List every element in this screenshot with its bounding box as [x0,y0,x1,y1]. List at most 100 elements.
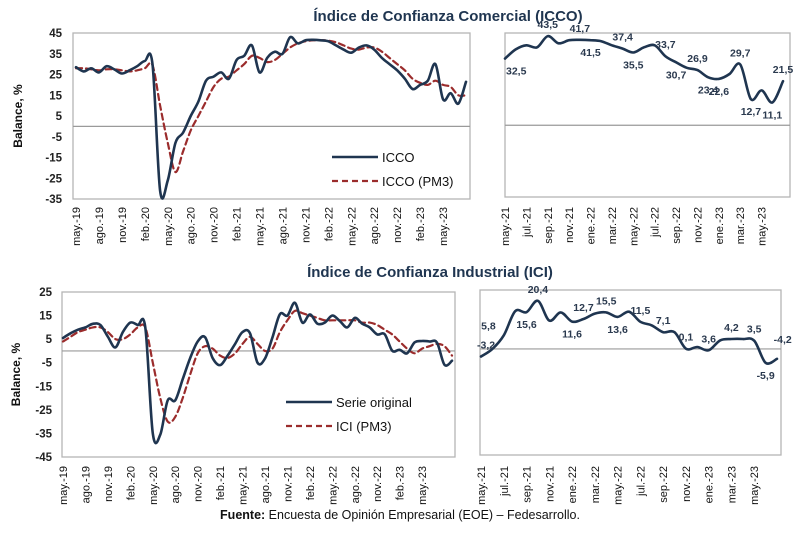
x-tick-label: ene.-22 [567,466,579,503]
icco-title: Índice de Confianza Comercial (ICCO) [313,8,582,25]
x-tick-label: nov.-21 [544,466,556,502]
plot-frame [72,32,471,200]
icco-short-chart: may.-21 jul.-21 sep.-21 nov.-21 ene.-22 mar.-… [500,19,793,246]
data-label: 11,1 [762,109,782,121]
series-line-ici-pm3- [61,309,454,424]
data-label: 35,5 [623,59,644,71]
x-tick-label: may.-22 [327,466,339,505]
x-tick-label: ago.-20 [186,207,198,244]
data-label: 15,6 [516,319,537,331]
y-tick-label: -5 [42,358,53,370]
x-tick-label: feb.-22 [323,207,335,241]
x-tick-label: nov.-19 [103,466,115,502]
data-label: 20,4 [528,284,549,296]
x-tick-label: may.-19 [71,207,83,246]
data-label: 33,7 [655,39,676,51]
data-label: 30,7 [666,69,687,81]
plot-frame [504,32,791,198]
y-tick-label: -15 [45,153,62,165]
data-label: 26,9 [687,53,708,65]
y-tick-label: -5 [52,132,63,144]
x-tick-label: feb.-23 [395,466,407,500]
legend-label: ICCO (PM3) [382,174,454,189]
y-tick-label: 35 [49,49,62,61]
data-label: 11,6 [562,329,582,341]
source-text: Encuesta de Opinión Empresarial (EOE) – … [268,508,580,522]
x-tick-label: may.-22 [628,207,640,246]
data-label: 5,8 [481,320,496,332]
y-tick-label: 15 [49,90,62,102]
x-tick-label: feb.-23 [415,207,427,241]
x-tick-label: feb.-20 [140,207,152,241]
data-label: 7,1 [656,315,671,327]
x-tick-label: nov.-21 [282,466,294,502]
source-label: Fuente: [220,508,266,522]
series-line-icco [503,34,785,104]
y-tick-label: -25 [45,173,62,185]
y-tick-label: 5 [56,111,63,123]
x-tick-label: may.-21 [255,207,267,246]
data-label: 43,5 [538,19,559,31]
series-line-serie-original [61,301,454,445]
x-tick-label: nov.-22 [692,207,704,243]
x-tick-label: nov.-22 [681,466,693,502]
y-tick-label: -15 [35,381,52,393]
plot-frame [61,291,456,458]
source-footer: Fuente: Encuesta de Opinión Empresarial … [0,508,800,522]
y-tick-label: -25 [35,405,52,417]
x-tick-label: sep.-22 [671,207,683,244]
x-tick-label: nov.-19 [117,207,129,243]
x-tick-label: may.-23 [417,466,429,505]
data-label: 4,2 [724,322,739,334]
x-tick-label: feb.-20 [125,466,137,500]
x-tick-label: may.-23 [749,466,761,505]
series-line-icco [74,35,468,200]
x-tick-label: mar.-22 [607,207,619,244]
data-label: 41,7 [570,23,591,35]
x-tick-label: nov.-22 [392,207,404,243]
x-tick-label: may.-19 [58,466,70,505]
x-tick-label: jul.-21 [521,207,533,238]
y-tick-label: -35 [35,428,52,440]
y-tick-label: 45 [49,28,62,40]
y-axis-label: Balance, % [9,342,23,406]
ici-title: Índice de Confianza Industrial (ICI) [307,264,553,281]
data-label: 12,7 [573,302,594,314]
x-tick-label: ago.-19 [94,207,106,244]
x-tick-label: ago.-22 [350,466,362,503]
data-label: 29,7 [730,47,751,59]
x-tick-label: may.-23 [438,207,450,246]
data-label: 12,7 [741,106,762,118]
x-tick-label: ago.-22 [369,207,381,244]
x-tick-label: nov.-20 [209,207,221,243]
x-tick-label: ene.-23 [714,207,726,244]
x-tick-label: may.-22 [346,207,358,246]
data-label: 11,5 [630,305,650,317]
x-tick-label: ago.-21 [260,466,272,503]
data-label: 41,5 [580,47,601,59]
ici-short-chart: may.-21 jul.-21 sep.-21 nov.-21 ene.-22 mar.-… [476,284,792,505]
x-tick-label: jul.-21 [499,466,511,497]
legend-label: Serie original [336,395,412,410]
data-label: 3,6 [701,333,716,345]
legend-label: ICCO [382,150,415,165]
y-tick-label: -35 [45,194,62,206]
x-tick-label: jul.-22 [635,466,647,497]
data-label: 23,4 [698,84,719,96]
x-tick-label: sep.-21 [543,207,555,244]
data-label: 21,5 [773,64,794,76]
data-label: 3,5 [747,324,762,336]
data-label: -5,9 [757,370,775,382]
x-tick-label: nov.-22 [372,466,384,502]
data-label: 0,1 [679,332,694,344]
x-tick-label: may.-22 [613,466,625,505]
x-tick-label: nov.-21 [564,207,576,243]
x-tick-label: nov.-21 [300,207,312,243]
data-label: -4,2 [774,334,792,346]
y-tick-label: 25 [39,287,52,299]
y-tick-label: 25 [49,70,62,82]
data-label: 37,4 [612,32,633,44]
x-tick-label: ago.-19 [80,466,92,503]
plot-frame [479,289,782,456]
x-tick-label: feb.-21 [215,466,227,500]
